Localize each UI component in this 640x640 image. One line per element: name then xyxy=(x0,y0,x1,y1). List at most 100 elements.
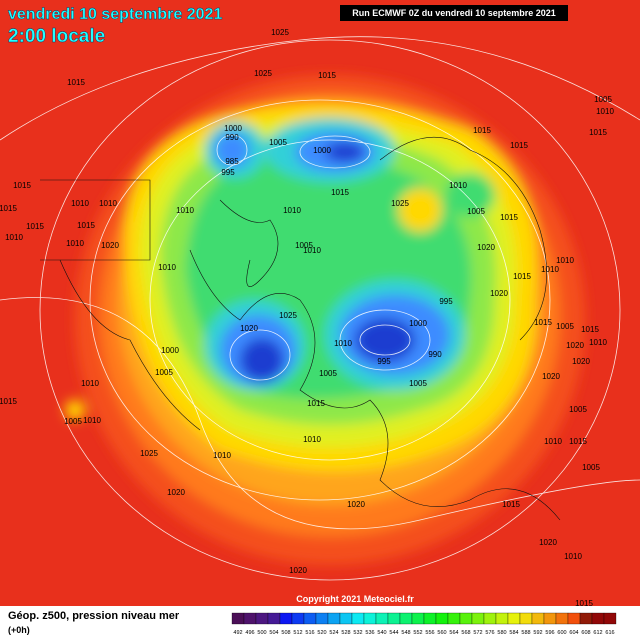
scale-swatch xyxy=(603,612,617,625)
isobar-label: 1015 xyxy=(510,141,528,150)
scale-label: 504 xyxy=(269,630,278,636)
scale-label: 556 xyxy=(425,630,434,636)
scale-swatch xyxy=(435,612,449,625)
scale-swatch xyxy=(255,612,269,625)
isobar-label: 1015 xyxy=(569,437,587,446)
isobar-label: 1020 xyxy=(167,488,185,497)
isobar-label: 1010 xyxy=(66,239,84,248)
isobar-label: 1010 xyxy=(541,265,559,274)
isobar-label: 1020 xyxy=(477,243,495,252)
isobar-label: 1010 xyxy=(449,181,467,190)
isobar-label: 1020 xyxy=(542,372,560,381)
isobar-label: 1010 xyxy=(5,233,23,242)
isobar-label: 1025 xyxy=(271,28,289,37)
isobar-label: 1015 xyxy=(581,325,599,334)
isobar-label: 1015 xyxy=(534,318,552,327)
run-info: Run ECMWF 0Z du vendredi 10 septembre 20… xyxy=(352,8,556,18)
scale-swatch xyxy=(327,612,341,625)
map-time: 2:00 locale xyxy=(8,26,105,47)
scale-swatch xyxy=(483,612,497,625)
isobar-label: 1015 xyxy=(473,126,491,135)
footer-step: (+0h) xyxy=(8,625,30,635)
geopotential-field xyxy=(65,75,585,565)
isobar-label: 1020 xyxy=(572,357,590,366)
copyright-bg xyxy=(290,593,420,605)
isobar-label: 1015 xyxy=(500,213,518,222)
isobar-label: 1025 xyxy=(391,199,409,208)
isobar-label: 1015 xyxy=(26,222,44,231)
isobar-label: 1010 xyxy=(176,206,194,215)
scale-label: 532 xyxy=(353,630,362,636)
scale-swatch xyxy=(399,612,413,625)
scale-swatch xyxy=(411,612,425,625)
scale-label: 500 xyxy=(257,630,266,636)
isobar-label: 1015 xyxy=(13,181,31,190)
isobar-label: 1010 xyxy=(303,435,321,444)
map-date: vendredi 10 septembre 2021 xyxy=(8,6,222,23)
isobar-label: 1000 xyxy=(313,146,331,155)
scale-label: 572 xyxy=(473,630,482,636)
isobar-label: 1000 xyxy=(161,346,179,355)
footer-title: Géop. z500, pression niveau mer xyxy=(8,610,180,622)
scale-swatch xyxy=(279,612,293,625)
scale-label: 564 xyxy=(449,630,458,636)
scale-label: 608 xyxy=(581,630,590,636)
isobar-label: 990 xyxy=(225,133,239,142)
isobar-label: 1020 xyxy=(490,289,508,298)
scale-swatch xyxy=(507,612,521,625)
scale-label: 580 xyxy=(497,630,506,636)
run-box xyxy=(340,5,568,21)
scale-swatch xyxy=(495,612,509,625)
scale-swatch xyxy=(591,612,605,625)
scale-swatch xyxy=(351,612,365,625)
scale-label: 548 xyxy=(401,630,410,636)
isobars xyxy=(0,36,640,581)
isobar-label: 1010 xyxy=(556,256,574,265)
scale-swatch xyxy=(471,612,485,625)
scale-label: 552 xyxy=(413,630,422,636)
scale-swatch xyxy=(291,612,305,625)
scale-label: 600 xyxy=(557,630,566,636)
scale-swatch xyxy=(459,612,473,625)
scale-swatch xyxy=(267,612,281,625)
isobar-label: 1020 xyxy=(289,566,307,575)
scale-swatch xyxy=(567,612,581,625)
isobar-label: 1015 xyxy=(575,599,593,608)
isobar-label: 1005 xyxy=(582,463,600,472)
isobar-label: 1005 xyxy=(409,379,427,388)
scale-swatch xyxy=(543,612,557,625)
isobar-label: 1020 xyxy=(347,500,365,509)
scale-swatch xyxy=(387,612,401,625)
isobar-label: 1010 xyxy=(334,339,352,348)
scale-label: 616 xyxy=(605,630,614,636)
isobar-label: 1005 xyxy=(295,241,313,250)
scale-label: 512 xyxy=(293,630,302,636)
isobar-label: 1025 xyxy=(279,311,297,320)
scale-label: 612 xyxy=(593,630,602,636)
isobar-label: 1005 xyxy=(556,322,574,331)
scale-label: 540 xyxy=(377,630,386,636)
scale-swatch xyxy=(339,612,353,625)
scale-swatch xyxy=(579,612,593,625)
scale-swatch xyxy=(555,612,569,625)
isobar-label: 1020 xyxy=(240,324,258,333)
isobar-label: 995 xyxy=(439,297,453,306)
color-scale: 492 496 500 504 508 512 516 520 524 528 532 536 540 5… xyxy=(231,612,617,636)
scale-swatch xyxy=(303,612,317,625)
isobar-label: 1010 xyxy=(81,379,99,388)
isobar-label: 1010 xyxy=(596,107,614,116)
isobar-label: 1025 xyxy=(254,69,272,78)
isobar-label: 1010 xyxy=(564,552,582,561)
scale-label: 560 xyxy=(437,630,446,636)
isobar-label: 1010 xyxy=(158,263,176,272)
isobar-label: 1015 xyxy=(513,272,531,281)
scale-swatch xyxy=(519,612,533,625)
isobar-label: 1015 xyxy=(307,399,325,408)
isobar-label: 1005 xyxy=(269,138,287,147)
isobar-label: 1000 xyxy=(409,319,427,328)
isobar-label: 1005 xyxy=(467,207,485,216)
scale-swatch xyxy=(423,612,437,625)
isobar-label: 1015 xyxy=(0,397,17,406)
